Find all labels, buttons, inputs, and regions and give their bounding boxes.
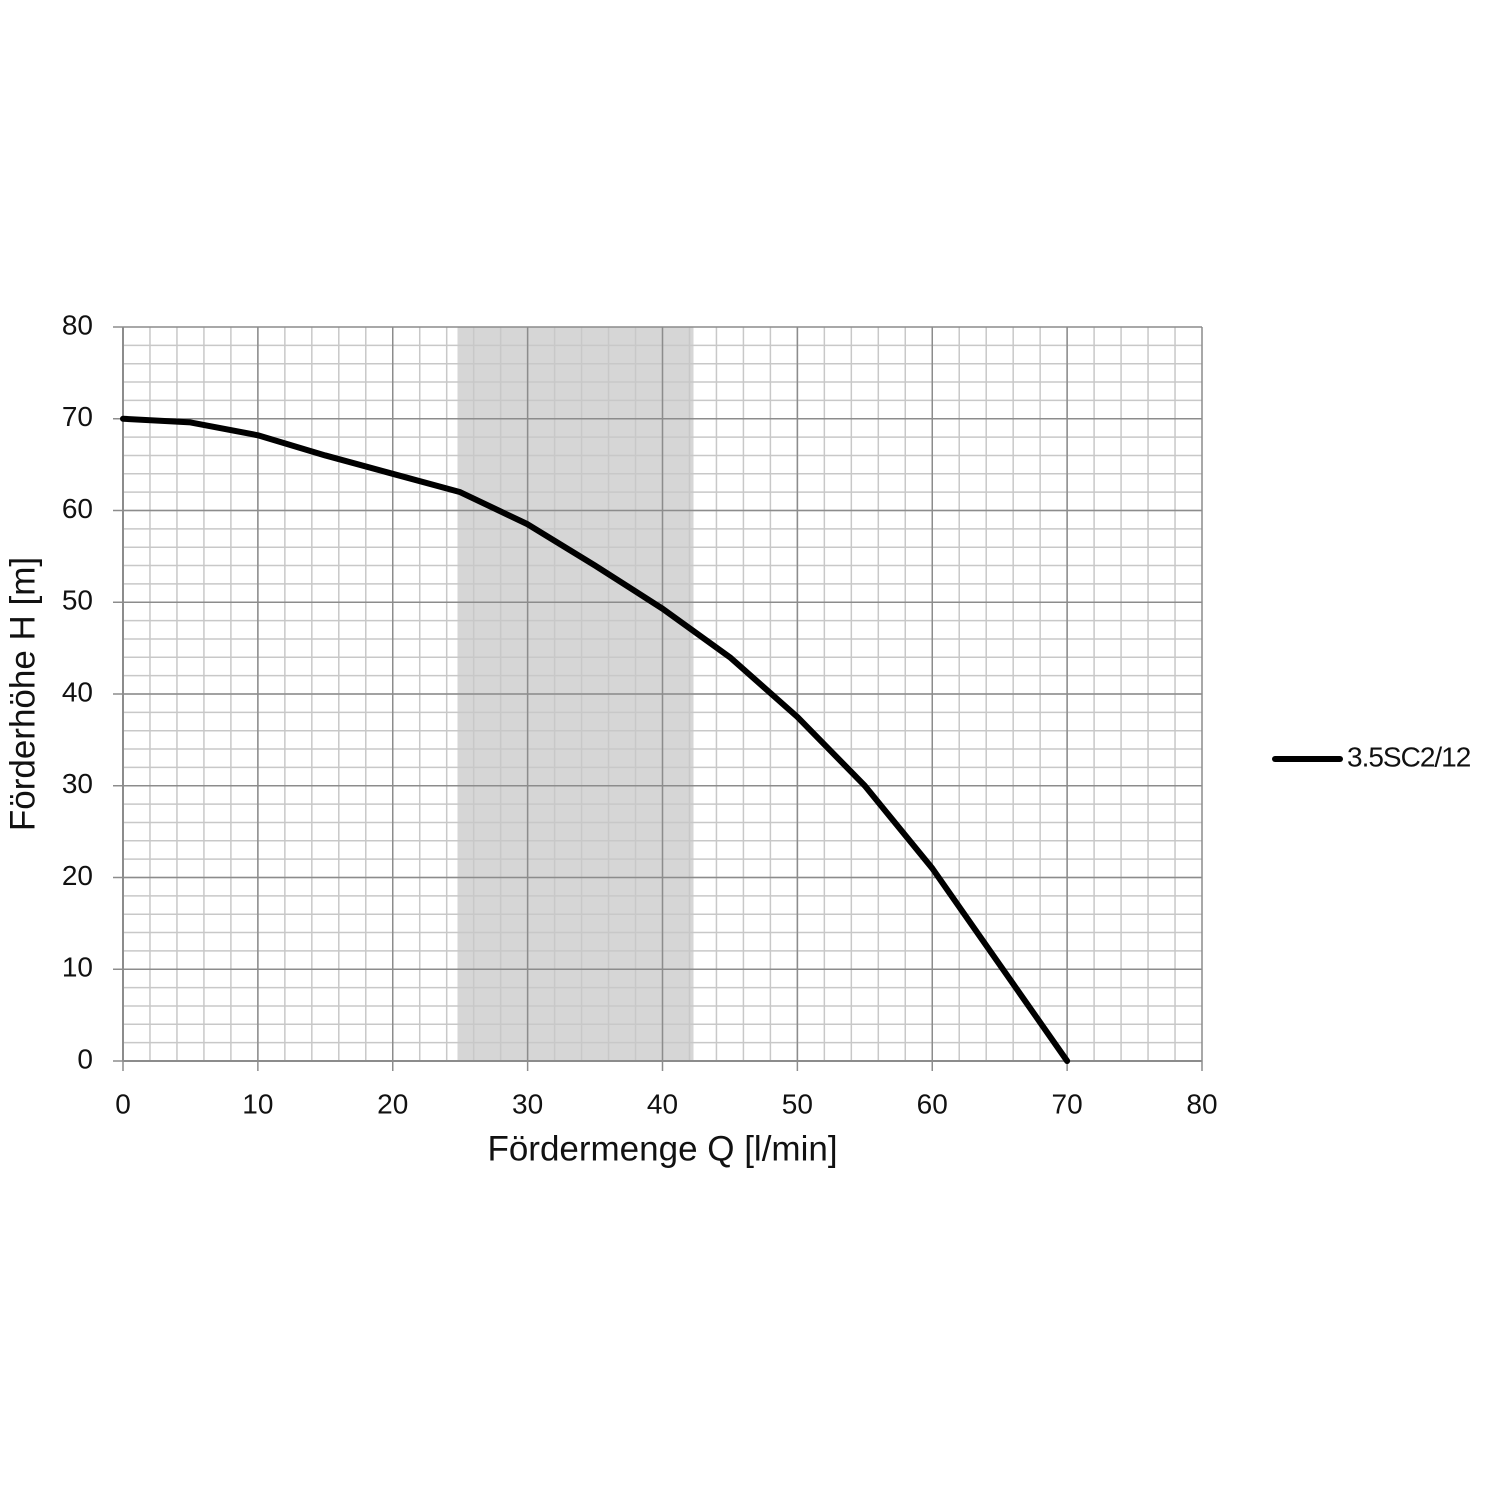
x-tick-label: 60 (917, 1088, 948, 1119)
x-axis-title: Fördermenge Q [l/min] (487, 1129, 837, 1168)
y-tick-label: 20 (62, 860, 93, 891)
x-tick-label: 70 (1052, 1088, 1083, 1119)
y-tick-label: 60 (62, 493, 93, 524)
y-axis-title: Förderhöhe H [m] (3, 557, 42, 831)
x-tick-label: 50 (782, 1088, 813, 1119)
x-tick-label: 0 (115, 1088, 131, 1119)
y-tick-label: 50 (62, 585, 93, 616)
x-tick-label: 20 (377, 1088, 408, 1119)
y-tick-label: 70 (62, 401, 93, 432)
y-tick-label: 80 (62, 309, 93, 340)
y-tick-label: 10 (62, 952, 93, 983)
x-tick-label: 10 (242, 1088, 273, 1119)
y-tick-label: 40 (62, 676, 93, 707)
x-tick-label: 30 (512, 1088, 543, 1119)
legend-label: 3.5SC2/12 (1347, 741, 1471, 772)
series-line (120, 415, 1071, 1064)
y-tick-label: 30 (62, 768, 93, 799)
y-tick-label: 0 (77, 1043, 93, 1074)
x-tick-label: 40 (647, 1088, 678, 1119)
x-tick-label: 80 (1186, 1088, 1217, 1119)
